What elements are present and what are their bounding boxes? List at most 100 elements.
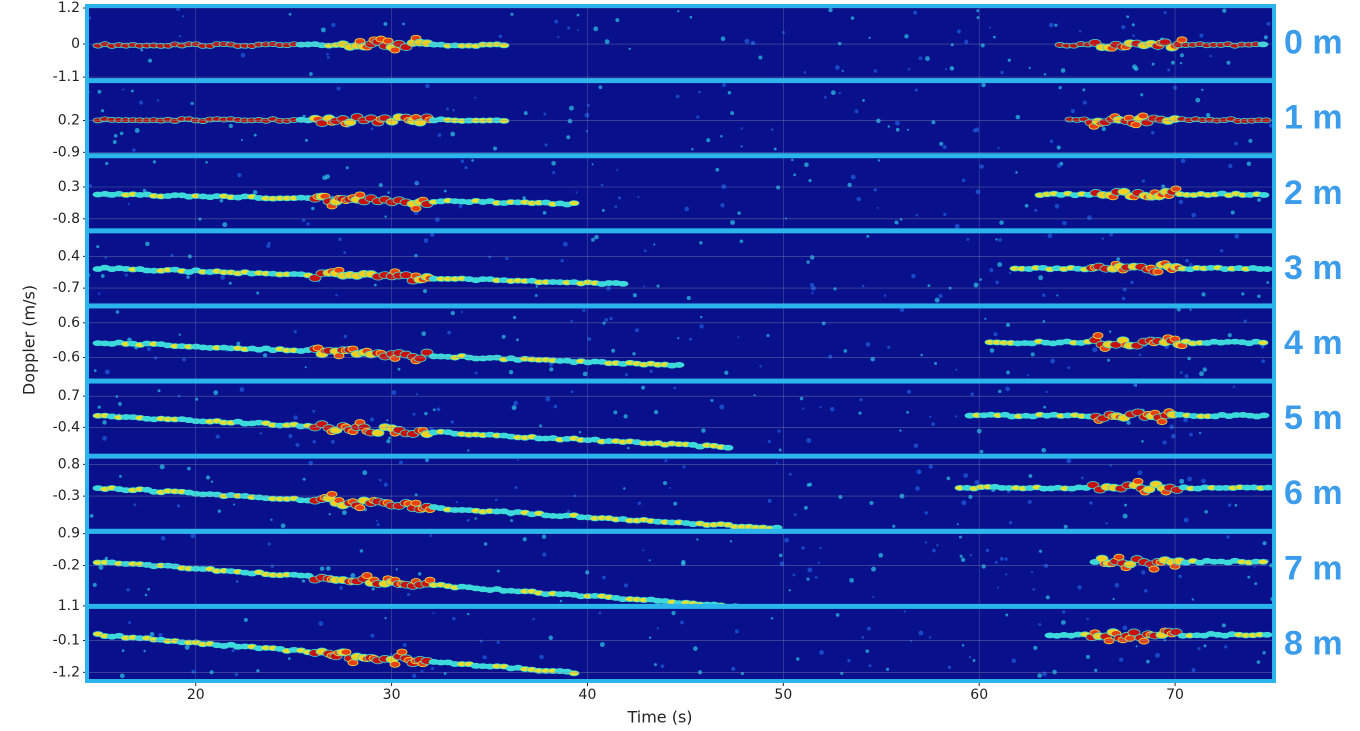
noise-speck bbox=[1101, 237, 1105, 240]
noise-speck bbox=[776, 461, 779, 464]
noise-speck bbox=[523, 111, 528, 116]
noise-speck bbox=[1161, 184, 1166, 189]
signal-blob bbox=[1261, 631, 1273, 638]
noise-speck bbox=[97, 405, 101, 409]
panel-background bbox=[88, 80, 1273, 156]
y-tick-label: 1.1 bbox=[58, 598, 80, 614]
signal-blob bbox=[1130, 121, 1142, 129]
noise-speck bbox=[1122, 513, 1128, 519]
noise-speck bbox=[632, 293, 637, 298]
noise-speck bbox=[319, 566, 325, 571]
noise-speck bbox=[656, 284, 660, 288]
noise-speck bbox=[796, 657, 800, 661]
spectrogram-texture bbox=[86, 232, 1273, 303]
noise-speck bbox=[1234, 141, 1239, 146]
panel-label: 6 m bbox=[1284, 474, 1343, 512]
noise-speck bbox=[895, 127, 900, 132]
noise-speck bbox=[944, 68, 948, 71]
noise-speck bbox=[222, 222, 228, 228]
noise-speck bbox=[974, 480, 980, 485]
noise-speck bbox=[984, 317, 987, 320]
noise-speck bbox=[801, 546, 805, 550]
noise-speck bbox=[535, 285, 538, 288]
noise-speck bbox=[370, 127, 374, 131]
noise-speck bbox=[936, 544, 939, 547]
noise-speck bbox=[615, 18, 620, 23]
x-tick-label: 40 bbox=[579, 687, 597, 703]
noise-speck bbox=[729, 540, 733, 543]
noise-speck bbox=[1032, 588, 1035, 591]
noise-speck bbox=[691, 148, 694, 151]
noise-speck bbox=[295, 442, 300, 448]
noise-speck bbox=[126, 588, 130, 592]
noise-speck bbox=[1126, 420, 1131, 425]
signal-blob bbox=[568, 200, 580, 207]
noise-speck bbox=[1038, 549, 1043, 553]
y-tick-label: -0.7 bbox=[53, 280, 80, 296]
noise-speck bbox=[810, 255, 815, 260]
noise-speck bbox=[100, 109, 105, 113]
noise-speck bbox=[1201, 478, 1206, 484]
noise-speck bbox=[304, 138, 308, 142]
noise-speck bbox=[253, 133, 257, 137]
noise-speck bbox=[976, 9, 980, 13]
noise-speck bbox=[335, 293, 338, 297]
noise-speck bbox=[576, 13, 580, 17]
noise-speck bbox=[968, 494, 973, 499]
noise-speck bbox=[1004, 557, 1008, 561]
noise-speck bbox=[806, 577, 810, 581]
noise-speck bbox=[915, 486, 920, 491]
y-tick-label: 0 bbox=[71, 36, 80, 52]
noise-speck bbox=[972, 659, 976, 662]
noise-speck bbox=[876, 206, 879, 209]
noise-speck bbox=[1262, 651, 1266, 655]
noise-speck bbox=[578, 431, 582, 434]
noise-speck bbox=[1007, 58, 1011, 62]
noise-speck bbox=[145, 241, 150, 247]
noise-speck bbox=[1135, 645, 1138, 648]
noise-speck bbox=[402, 22, 405, 26]
noise-speck bbox=[455, 500, 459, 504]
noise-speck bbox=[866, 234, 870, 238]
noise-speck bbox=[1047, 233, 1053, 239]
noise-speck bbox=[998, 238, 1002, 242]
noise-speck bbox=[719, 404, 725, 410]
noise-speck bbox=[312, 409, 316, 413]
signal-blob bbox=[389, 46, 401, 54]
noise-speck bbox=[1094, 668, 1098, 672]
noise-speck bbox=[1033, 645, 1038, 651]
panel-label: 0 m bbox=[1284, 24, 1343, 62]
noise-speck bbox=[942, 145, 947, 150]
noise-speck bbox=[423, 238, 429, 243]
noise-speck bbox=[1150, 130, 1155, 135]
noise-speck bbox=[115, 310, 120, 314]
noise-speck bbox=[759, 364, 762, 368]
noise-speck bbox=[870, 356, 875, 362]
noise-speck bbox=[239, 387, 245, 392]
noise-speck bbox=[466, 612, 470, 616]
noise-speck bbox=[1054, 23, 1058, 27]
noise-speck bbox=[582, 308, 586, 312]
noise-speck bbox=[100, 274, 105, 278]
noise-speck bbox=[673, 501, 678, 506]
noise-speck bbox=[190, 533, 196, 539]
noise-speck bbox=[868, 664, 872, 668]
noise-speck bbox=[464, 165, 468, 170]
noise-speck bbox=[828, 7, 833, 13]
noise-speck bbox=[331, 439, 335, 444]
noise-speck bbox=[996, 586, 999, 589]
noise-speck bbox=[973, 282, 979, 288]
noise-speck bbox=[972, 128, 977, 133]
noise-speck bbox=[617, 196, 622, 200]
spectrogram-texture bbox=[88, 158, 1270, 229]
noise-speck bbox=[514, 486, 518, 489]
noise-speck bbox=[479, 639, 483, 643]
noise-speck bbox=[696, 538, 699, 541]
noise-speck bbox=[576, 29, 579, 32]
noise-speck bbox=[943, 212, 947, 217]
noise-speck bbox=[700, 315, 703, 319]
noise-speck bbox=[318, 621, 324, 626]
noise-speck bbox=[450, 131, 456, 137]
noise-speck bbox=[966, 237, 970, 241]
noise-speck bbox=[505, 256, 509, 261]
